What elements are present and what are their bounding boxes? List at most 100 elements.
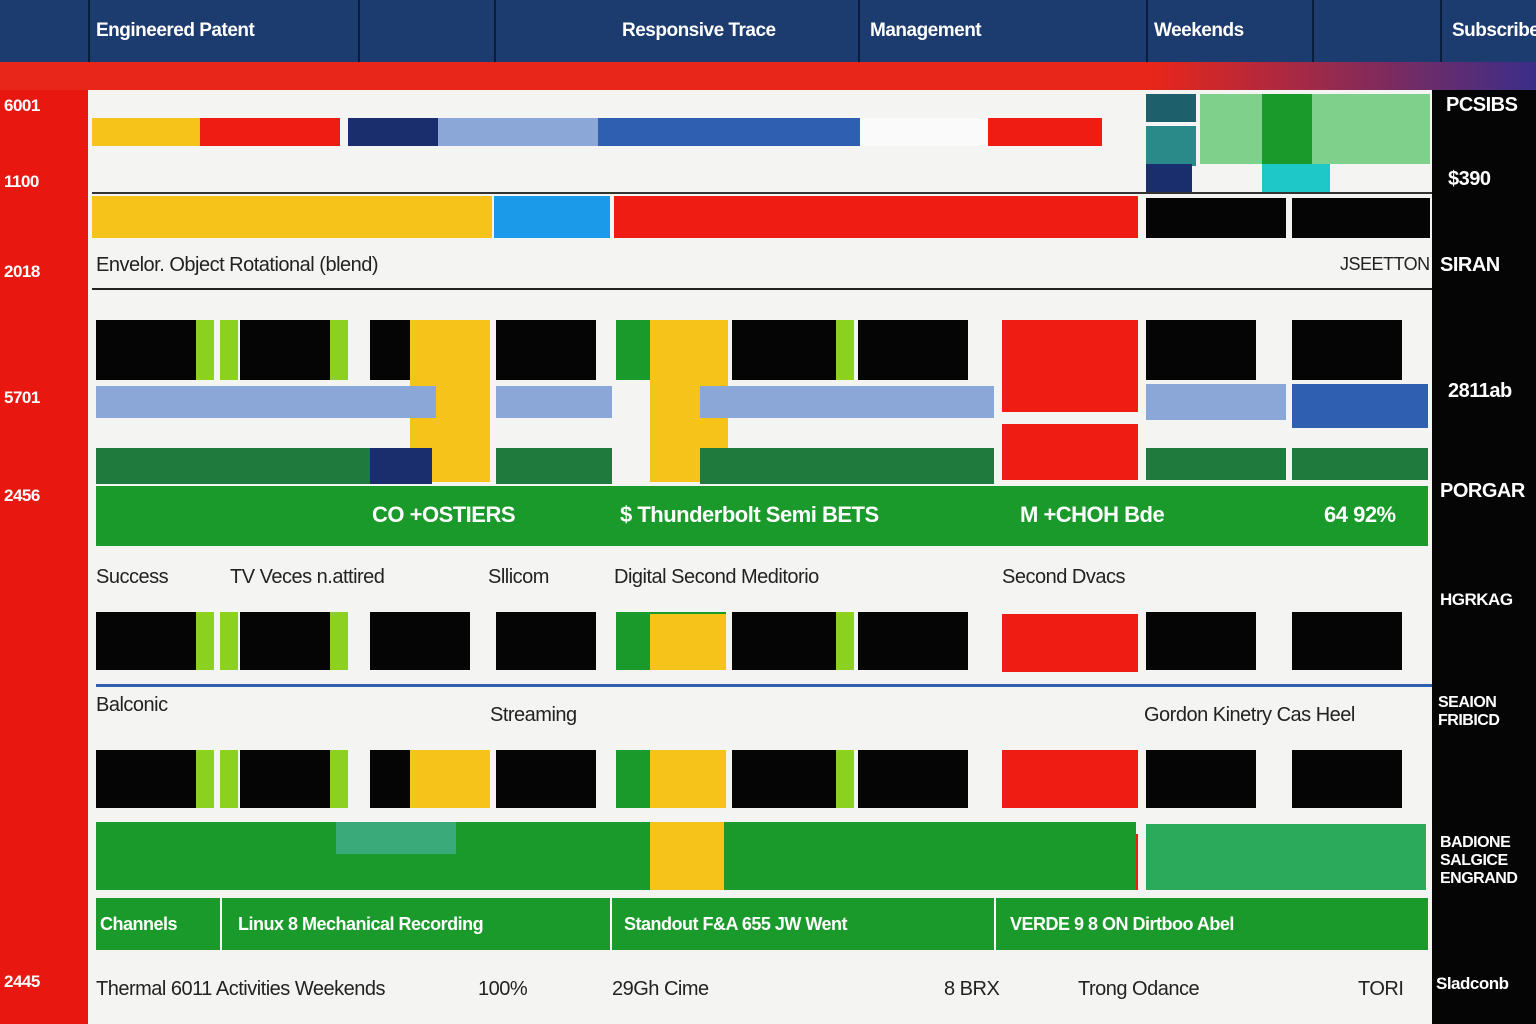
- status-label[interactable]: Standout F&A 655 JW Went: [624, 914, 848, 934]
- tab[interactable]: Management: [870, 20, 982, 41]
- block: [96, 822, 1136, 890]
- sidebar-label: 2445: [4, 972, 40, 991]
- block: [598, 118, 860, 146]
- block: [1146, 320, 1256, 380]
- status-label[interactable]: 64 92%: [1324, 502, 1396, 527]
- block: [96, 320, 196, 380]
- block: [1002, 320, 1138, 412]
- tab[interactable]: Engineered Patent: [96, 20, 255, 41]
- block: [650, 822, 724, 890]
- block: [410, 750, 490, 808]
- block: [700, 386, 994, 418]
- status-label[interactable]: M +CHOH Bde: [1020, 502, 1165, 527]
- sidebar-label: 2456: [4, 486, 40, 505]
- block: [496, 386, 612, 418]
- sidebar: [0, 90, 88, 1024]
- block: [1002, 614, 1138, 672]
- block: [220, 612, 238, 670]
- right-panel: [1432, 90, 1536, 1024]
- block: [836, 612, 854, 670]
- tab[interactable]: Weekends: [1154, 20, 1244, 41]
- block: [1262, 94, 1312, 164]
- row-label: Gordon Kinetry Cas Heel: [1144, 704, 1355, 726]
- block: [496, 448, 612, 484]
- block: [358, 0, 360, 62]
- sidebar-label: 2018: [4, 262, 40, 281]
- header-bar: [0, 0, 1536, 62]
- tab[interactable]: Subscribe: [1452, 20, 1536, 41]
- block: [1146, 612, 1256, 670]
- block: [858, 612, 968, 670]
- block: [1262, 164, 1330, 194]
- block: [92, 288, 1432, 290]
- status-label[interactable]: Channels: [100, 914, 178, 934]
- row-label: JSEETTON: [1340, 254, 1430, 274]
- block: [96, 612, 196, 670]
- block: [836, 320, 854, 380]
- block: [1292, 384, 1428, 428]
- status-label[interactable]: Linux 8 Mechanical Recording: [238, 914, 484, 934]
- status-label[interactable]: CO +OSTIERS: [372, 502, 516, 527]
- block: [370, 448, 432, 484]
- block: [96, 386, 436, 418]
- status-label[interactable]: $ Thunderbolt Semi BETS: [620, 502, 879, 527]
- block: [858, 0, 860, 62]
- tab[interactable]: Responsive Trace: [622, 20, 776, 41]
- row-label: Trong Odance: [1078, 978, 1200, 1000]
- row-label: 29Gh Cime: [612, 978, 709, 1000]
- block: [732, 750, 842, 808]
- block: [1146, 448, 1286, 480]
- block: [1146, 0, 1148, 62]
- block: [96, 486, 1428, 546]
- row-label: Envelor. Object Rotational (blend): [96, 254, 379, 276]
- block: [220, 750, 238, 808]
- status-label[interactable]: VERDE 9 8 ON Dirtboo Abel: [1010, 914, 1234, 934]
- sidebar-label: 5701: [4, 388, 40, 407]
- block: [330, 320, 348, 380]
- block: [988, 118, 1102, 146]
- block: [496, 612, 596, 670]
- block: [330, 612, 348, 670]
- header-stripe: [0, 62, 1536, 90]
- block: [1312, 0, 1314, 62]
- block: [650, 750, 726, 808]
- row-label: Success: [96, 566, 169, 588]
- block: [240, 612, 340, 670]
- block: [1146, 94, 1196, 122]
- block: [858, 750, 968, 808]
- row-label: Thermal 6011 Activities Weekends: [96, 978, 385, 1000]
- block: [1146, 750, 1256, 808]
- block: [88, 0, 90, 62]
- block: [196, 612, 214, 670]
- block: [1292, 612, 1402, 670]
- block: [1146, 824, 1426, 890]
- block: [1146, 164, 1192, 194]
- row-label: 100%: [478, 978, 528, 1000]
- panel-label: SIRAN: [1440, 254, 1500, 276]
- panel-label: 2811ab: [1448, 380, 1512, 402]
- block: [700, 448, 994, 484]
- block: [92, 118, 200, 146]
- block: [196, 320, 214, 380]
- block: [92, 196, 492, 238]
- block: [438, 118, 598, 146]
- block: [96, 684, 1432, 687]
- block: [96, 898, 1428, 950]
- block: [1292, 750, 1402, 808]
- block: [1002, 750, 1138, 808]
- block: [496, 320, 596, 380]
- row-label: Sllicom: [488, 566, 549, 588]
- block: [330, 750, 348, 808]
- block: [92, 192, 1432, 194]
- panel-label: SEAION FRIBICD: [1438, 694, 1500, 729]
- block: [348, 118, 438, 146]
- block: [1292, 448, 1428, 480]
- row-label: Digital Second Meditorio: [614, 566, 819, 588]
- block: [858, 320, 968, 380]
- row-label: Second Dvacs: [1002, 566, 1125, 588]
- block: [196, 750, 214, 808]
- block: [240, 750, 340, 808]
- panel-label: PCSIBS: [1446, 94, 1518, 116]
- block: [220, 898, 222, 950]
